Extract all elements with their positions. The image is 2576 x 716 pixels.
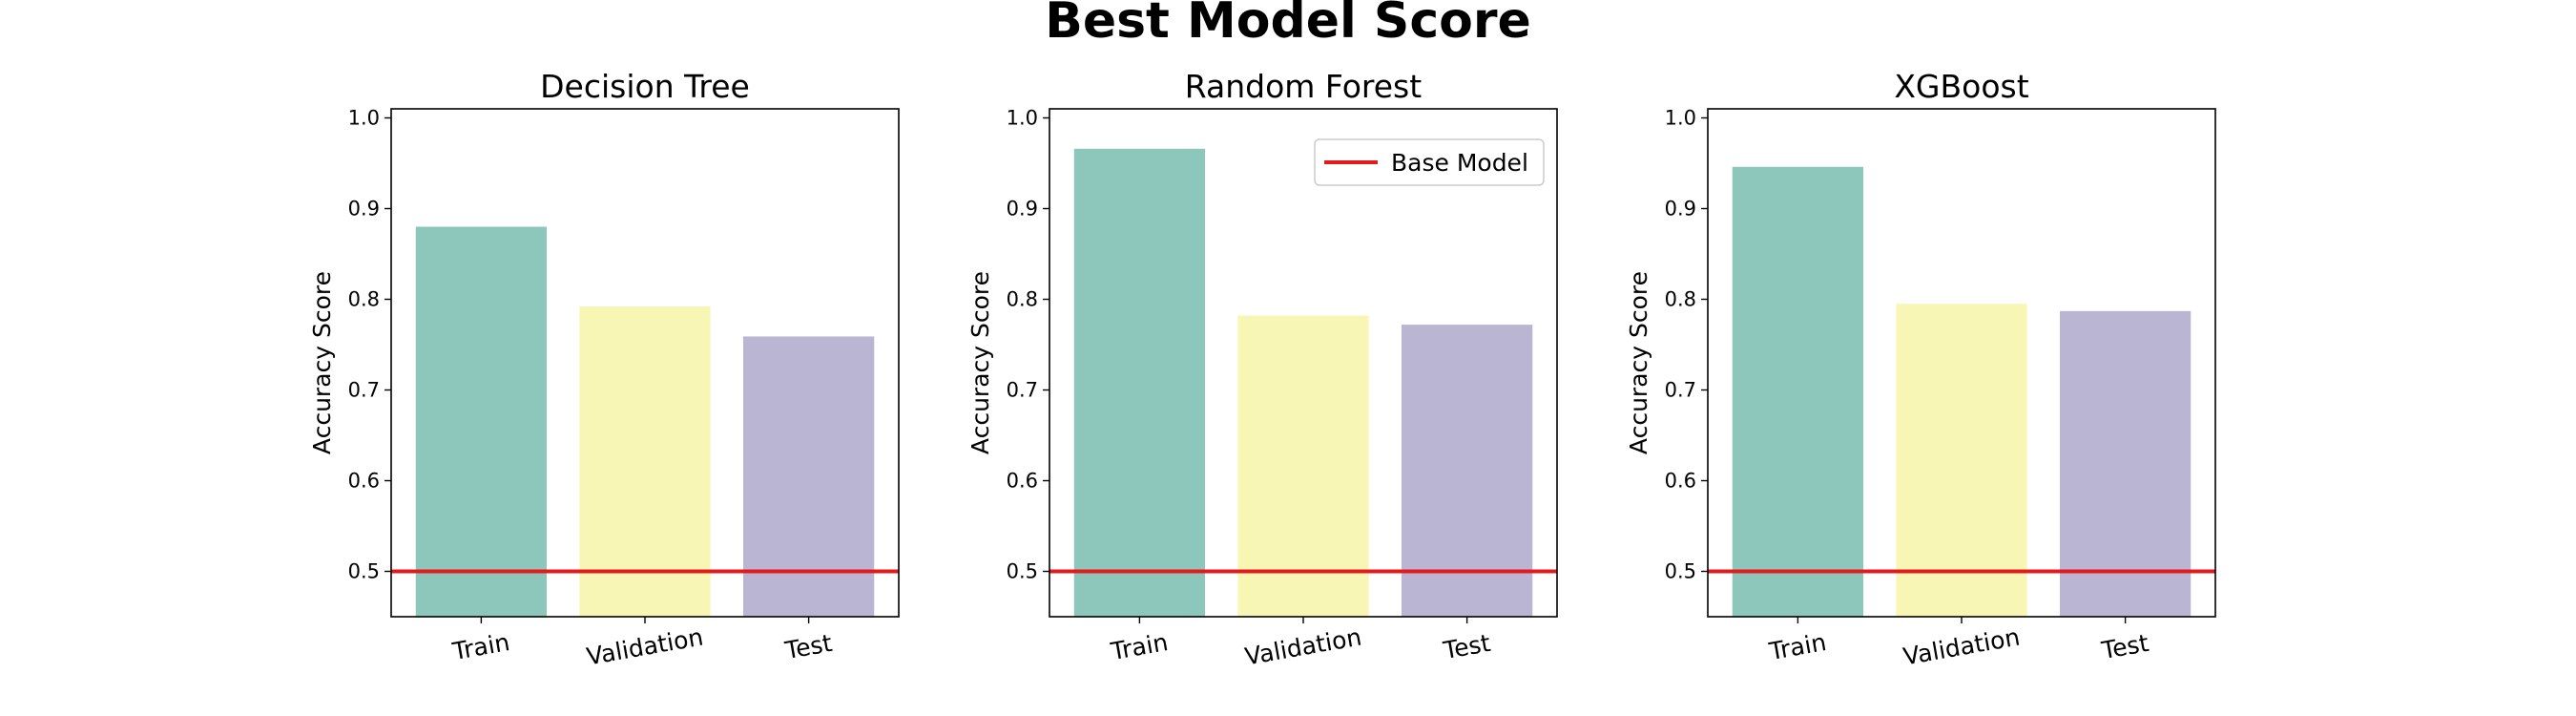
bar-test — [742, 336, 875, 617]
bar-validation — [579, 306, 711, 617]
y-axis-label: Accuracy Score — [1625, 271, 1652, 454]
legend-box — [1314, 138, 1545, 186]
bar-train — [1732, 166, 1864, 618]
x-tick-label: Train — [449, 628, 511, 665]
x-tick-label: Validation — [585, 623, 706, 671]
x-tick-label: Train — [1766, 628, 1828, 665]
x-tick-label: Test — [782, 629, 835, 664]
y-axis-label: Accuracy Score — [308, 271, 336, 454]
y-tick-label: 0.6 — [348, 470, 380, 493]
y-tick-label: 1.0 — [348, 107, 380, 130]
bar-test — [2059, 310, 2192, 617]
y-tick-label: 0.6 — [1007, 470, 1038, 493]
y-tick-label: 1.0 — [1007, 107, 1038, 130]
y-tick-label: 0.9 — [1007, 198, 1038, 221]
y-tick-label: 1.0 — [1665, 107, 1696, 130]
y-tick-label: 0.9 — [348, 198, 380, 221]
x-tick-label: Train — [1108, 628, 1170, 665]
y-axis-label: Accuracy Score — [966, 271, 994, 454]
y-tick-label: 0.8 — [348, 288, 380, 311]
x-tick-label: Test — [1441, 629, 1493, 664]
subplot-title: Random Forest — [1185, 68, 1422, 105]
bar-train — [415, 226, 548, 617]
bar-validation — [1237, 315, 1369, 617]
y-tick-label: 0.7 — [348, 379, 380, 402]
figure-title: Best Model Score — [1045, 0, 1531, 50]
y-tick-label: 0.9 — [1665, 198, 1696, 221]
legend-label: Base Model — [1391, 149, 1528, 177]
y-tick-label: 0.5 — [1007, 560, 1038, 583]
y-tick-label: 0.8 — [1665, 288, 1696, 311]
y-tick-label: 0.5 — [1665, 560, 1696, 583]
x-tick-label: Test — [2099, 629, 2151, 664]
subplot-title: XGBoost — [1894, 68, 2028, 105]
subplot-title: Decision Tree — [540, 68, 750, 105]
y-tick-label: 0.7 — [1007, 379, 1038, 402]
y-tick-label: 0.6 — [1665, 470, 1696, 493]
bar-train — [1073, 148, 1206, 618]
y-tick-label: 0.5 — [348, 560, 380, 583]
bar-test — [1401, 325, 1533, 617]
x-tick-label: Validation — [1243, 623, 1364, 671]
y-tick-label: 0.8 — [1007, 288, 1038, 311]
x-tick-label: Validation — [1901, 623, 2023, 671]
bar-validation — [1896, 304, 2027, 617]
y-tick-label: 0.7 — [1665, 379, 1696, 402]
